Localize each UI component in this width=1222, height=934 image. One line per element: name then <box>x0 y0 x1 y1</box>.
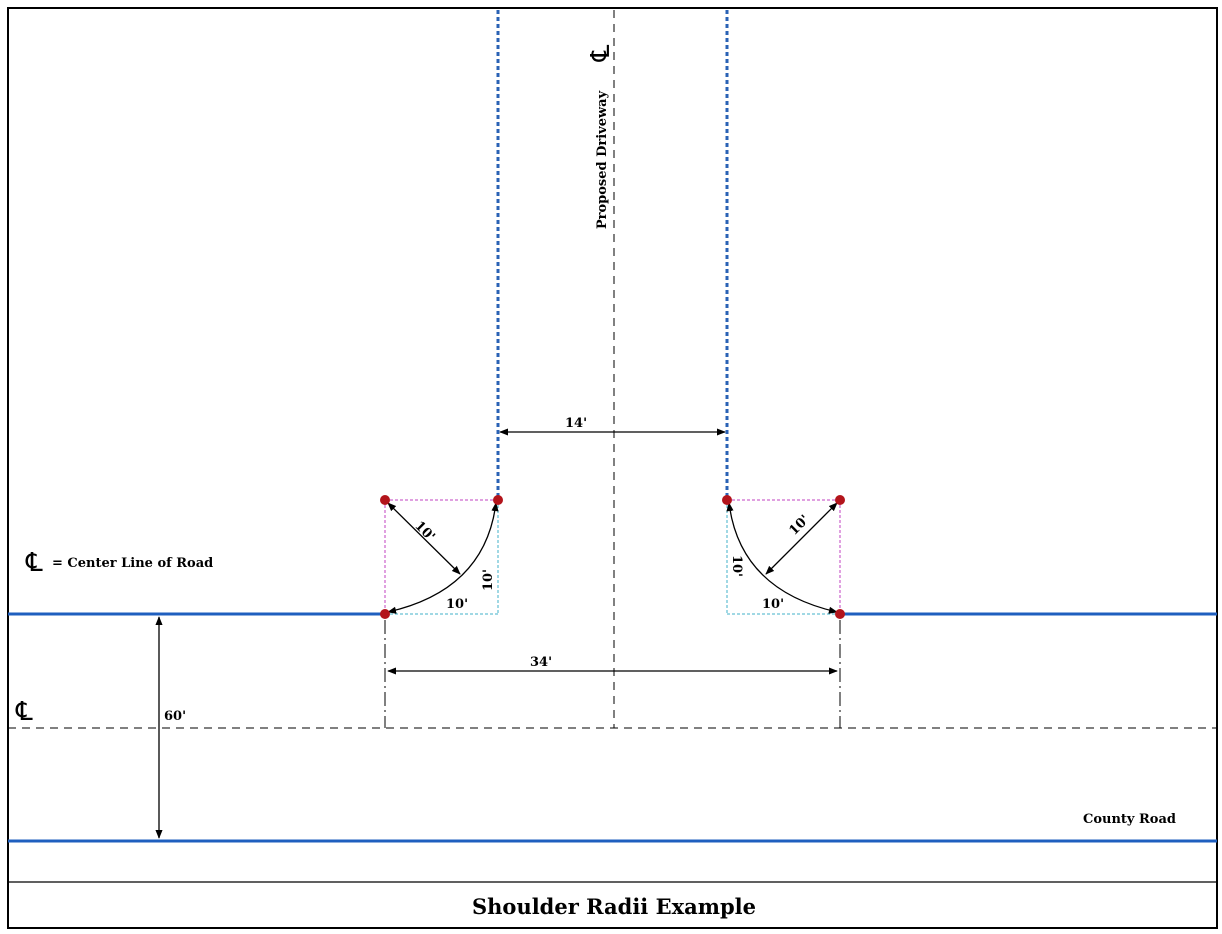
radius-point <box>835 495 845 505</box>
radius-points <box>380 495 845 619</box>
left-radius-diagonal-label: 10' <box>411 518 437 544</box>
right-radius-vertical-label: 10' <box>729 555 744 577</box>
left-radius-vertical-label: 10' <box>481 569 496 591</box>
legend-centerline-text: = Center Line of Road <box>52 556 213 571</box>
county-road-label: County Road <box>1083 812 1176 827</box>
dim-throat-width-label: 34' <box>530 655 552 670</box>
diagram-title: Shoulder Radii Example <box>472 894 756 919</box>
driveway-centerline-symbol: ℄ <box>586 44 616 62</box>
left-radius-arrow <box>387 502 461 575</box>
dim-row-width-label: 60' <box>164 709 186 724</box>
driveway-label: Proposed Driveway <box>595 90 610 229</box>
radius-point <box>380 609 390 619</box>
right-radius-arrow <box>765 502 838 575</box>
radius-point <box>835 609 845 619</box>
road-centerline-symbol: ℄ <box>15 697 33 727</box>
left-shoulder-arc <box>387 502 499 614</box>
left-radius-horizontal-label: 10' <box>446 597 468 612</box>
right-radius-diagonal-label: 10' <box>786 512 812 538</box>
right-radius-horizontal-label: 10' <box>762 597 784 612</box>
radius-point <box>493 495 503 505</box>
radius-point <box>380 495 390 505</box>
diagram-frame <box>7 7 1218 929</box>
legend-centerline-symbol: ℄ <box>25 548 43 578</box>
radius-point <box>722 495 732 505</box>
right-shoulder-arc <box>726 502 838 614</box>
dim-driveway-width-label: 14' <box>565 416 587 431</box>
